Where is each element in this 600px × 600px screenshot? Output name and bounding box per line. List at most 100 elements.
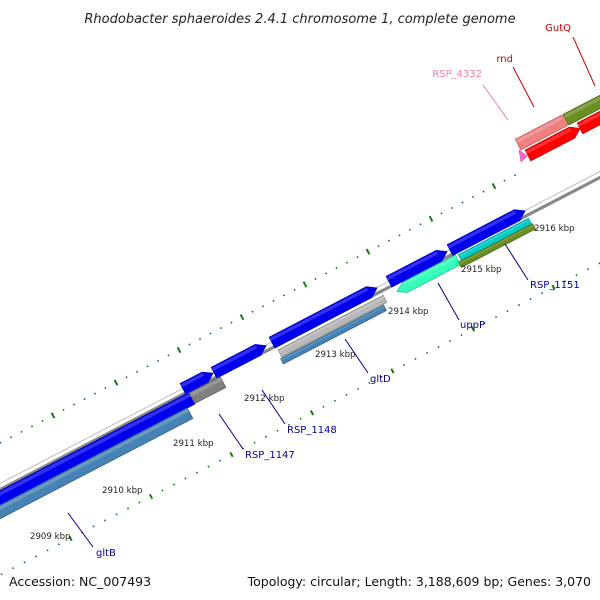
major-tick xyxy=(390,368,395,374)
major-tick xyxy=(428,215,434,222)
minor-tick xyxy=(104,387,107,390)
minor-tick xyxy=(368,381,371,384)
minor-tick xyxy=(513,174,517,177)
minor-tick xyxy=(398,234,401,237)
RSP_1151-olive-feature xyxy=(458,223,536,269)
major-tick xyxy=(365,248,371,255)
minor-tick xyxy=(209,332,212,335)
gene-leader-line xyxy=(218,413,244,450)
minor-tick xyxy=(195,471,199,474)
cds-forward xyxy=(268,286,378,349)
minor-tick xyxy=(218,459,222,462)
minor-tick xyxy=(483,322,486,325)
accession-label: Accession: NC_007493 xyxy=(9,574,152,589)
minor-tick xyxy=(23,561,26,564)
major-tick xyxy=(148,493,154,500)
minor-tick xyxy=(425,351,429,355)
gene-label: gltD xyxy=(370,374,391,385)
GutQ-red-feature xyxy=(576,110,600,135)
features-layer xyxy=(0,94,600,520)
minor-tick xyxy=(299,417,302,420)
kbp-label: 2910 kbp xyxy=(102,486,143,496)
minor-tick xyxy=(408,228,412,231)
minor-tick xyxy=(494,316,498,319)
GutQ-feature xyxy=(562,94,600,126)
gene-leader-line xyxy=(572,36,596,87)
labels-layer: 2909 kbp 2910 kbp 2911 kbp 2912 kbp 2913 kbp… xyxy=(30,23,596,559)
gene-label: RSP_1151 xyxy=(530,280,580,291)
uppP-feature xyxy=(396,254,462,293)
minor-tick xyxy=(93,392,97,395)
minor-tick xyxy=(345,393,348,396)
major-tick xyxy=(551,284,556,290)
minor-tick xyxy=(506,310,509,313)
major-tick xyxy=(239,314,245,321)
minor-tick xyxy=(167,354,170,357)
gene-label: GutQ xyxy=(545,23,571,34)
RSP_1148-feature xyxy=(188,376,227,405)
minor-tick xyxy=(34,555,38,558)
gene-label: uppP xyxy=(460,320,485,331)
cds-forward xyxy=(179,371,214,395)
minor-tick xyxy=(9,436,13,439)
map-title: Rhodobacter sphaeroides 2.4.1 chromosome… xyxy=(84,12,515,27)
minor-tick xyxy=(57,543,61,546)
major-tick xyxy=(50,412,56,419)
gene-label: gltB xyxy=(96,548,116,559)
gene-label: RSP_4332 xyxy=(432,69,482,80)
cds-forward xyxy=(446,209,526,256)
minor-tick xyxy=(272,299,275,302)
minor-tick xyxy=(253,441,256,444)
minor-tick xyxy=(135,370,139,373)
minor-tick xyxy=(345,261,349,264)
major-tick xyxy=(229,451,234,458)
rnd-feature xyxy=(524,126,581,162)
minor-tick xyxy=(575,274,578,277)
minor-tick xyxy=(356,256,359,259)
minor-tick xyxy=(83,398,86,401)
minor-tick xyxy=(0,573,3,576)
minor-tick xyxy=(471,195,475,199)
minor-tick xyxy=(482,190,485,193)
minor-tick xyxy=(125,376,128,379)
gene-label: RSP_1148 xyxy=(287,425,337,436)
gene-leader-line xyxy=(261,389,286,425)
minor-tick xyxy=(387,239,391,242)
minor-tick xyxy=(377,245,380,248)
minor-tick xyxy=(586,268,590,271)
minor-tick xyxy=(437,345,440,349)
minor-tick xyxy=(0,441,2,444)
minor-tick xyxy=(115,513,118,516)
minor-tick xyxy=(461,201,464,204)
minor-tick xyxy=(126,507,130,510)
gene-leader-line xyxy=(482,84,509,121)
major-tick xyxy=(302,281,308,288)
gene-label: rnd xyxy=(496,54,513,65)
major-tick xyxy=(309,410,315,416)
minor-tick xyxy=(529,298,532,301)
kbp-label: 2911 kbp xyxy=(173,439,214,449)
minor-tick xyxy=(72,403,76,406)
gltB-reverse-feature xyxy=(0,407,194,520)
kbp-label: 2913 kbp xyxy=(315,350,356,360)
minor-tick xyxy=(356,387,360,390)
minor-tick xyxy=(402,363,406,366)
minor-tick xyxy=(448,339,452,343)
RSP_4332-rna-mark xyxy=(518,149,528,163)
major-tick xyxy=(176,346,182,354)
kbp-label: 2909 kbp xyxy=(30,532,71,542)
minor-tick xyxy=(20,430,23,433)
minor-tick xyxy=(261,305,265,308)
minor-tick xyxy=(11,567,15,570)
cds-forward xyxy=(385,249,448,288)
minor-tick xyxy=(92,525,95,528)
minor-tick xyxy=(440,212,443,215)
minor-tick xyxy=(161,489,164,492)
minor-tick xyxy=(517,304,521,307)
minor-tick xyxy=(276,429,279,432)
gene-label: RSP_1147 xyxy=(245,450,295,461)
minor-tick xyxy=(198,337,202,341)
minor-tick xyxy=(450,206,454,210)
